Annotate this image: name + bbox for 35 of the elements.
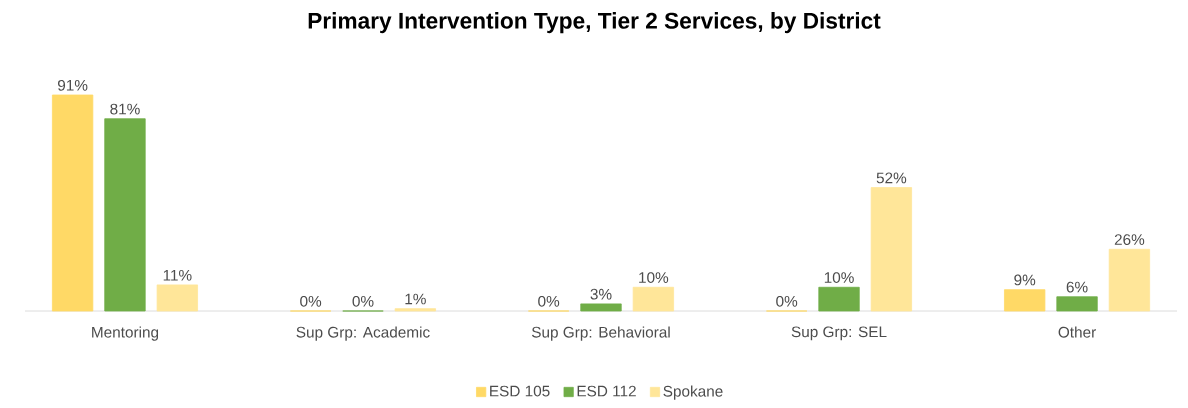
data-label: 0%: [300, 295, 322, 307]
data-label: 11%: [163, 269, 192, 281]
bar: [1108, 248, 1151, 312]
data-label: 0%: [352, 295, 374, 307]
bar: [632, 286, 675, 312]
bar: [818, 286, 860, 312]
data-label: 0%: [538, 295, 560, 307]
data-label: 10%: [639, 272, 669, 283]
bar: [580, 303, 622, 312]
bar: [870, 187, 913, 312]
bar: [1056, 296, 1098, 312]
data-label: 1%: [405, 293, 426, 305]
data-label: 52%: [876, 172, 907, 184]
x-tick-label: Other: [1058, 326, 1096, 338]
data-label: 26%: [1114, 234, 1145, 246]
data-label: 81%: [110, 103, 140, 115]
x-tick-label: Sup Grp: Academic: [296, 326, 430, 341]
x-tick-label: Sup Grp: Behavioral: [531, 326, 670, 341]
data-label: 3%: [590, 288, 612, 300]
bar: [1004, 289, 1046, 312]
chart-title: Primary Intervention Type, Tier 2 Services, by District: [308, 12, 881, 34]
data-label: 6%: [1066, 281, 1088, 293]
bar: [394, 308, 436, 312]
legend-label: ESD 105: [490, 385, 550, 397]
legend-label: Spokane: [663, 385, 723, 400]
bar: [156, 284, 198, 312]
x-tick-label: Mentoring: [92, 326, 159, 341]
data-label: 0%: [776, 295, 798, 307]
x-tick-label: Sup Grp: SEL: [791, 326, 887, 341]
data-label: 9%: [1014, 274, 1036, 286]
bar: [51, 94, 94, 312]
data-label: 91%: [57, 79, 88, 91]
data-label: 10%: [824, 272, 854, 283]
legend-label: ESD 112: [577, 385, 636, 397]
bar: [104, 118, 146, 312]
